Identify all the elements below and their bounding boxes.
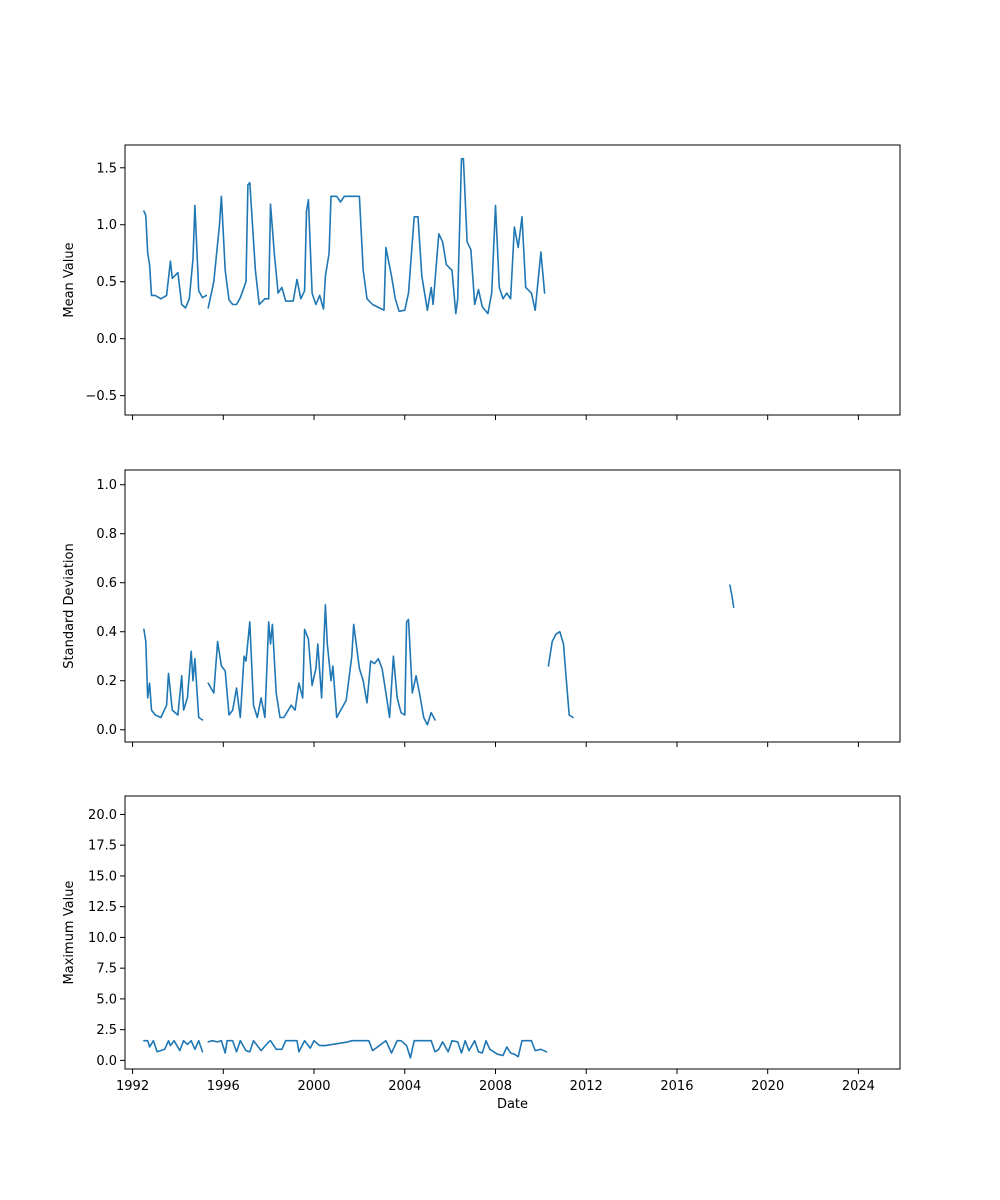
y-tick-label: 10.0 [88, 931, 117, 946]
x-tick-label: 2024 [842, 1079, 875, 1094]
axes-frame [124, 144, 901, 416]
x-tick-label: 2008 [479, 1079, 512, 1094]
y-tick-label: 15.0 [88, 869, 117, 884]
series-line-1-2 [729, 584, 735, 608]
panel-mean-value: −0.5 0.0 0.5 1.0 1.5 Mean Value [62, 144, 901, 420]
panel-maximum-value: 0.0 2.5 5.0 7.5 10.0 12.5 15.0 17.5 20.0 1992 1996… [62, 795, 901, 1112]
x-tick-label: 2016 [660, 1079, 693, 1094]
y-tick-label: 12.5 [88, 900, 117, 915]
x-tick-label: 2000 [297, 1079, 330, 1094]
x-tick-label: 2020 [751, 1079, 784, 1094]
x-tick-label: 2012 [570, 1079, 603, 1094]
y-tick-label: 0.2 [96, 674, 117, 689]
axes-frame [124, 795, 901, 1070]
y-tick-label: 17.5 [88, 839, 117, 854]
y-tick-label: 1.0 [96, 218, 117, 233]
y-axis-label: Maximum Value [62, 881, 77, 985]
panel-standard-deviation: 0.0 0.2 0.4 0.6 0.8 1.0 Standard Deviation [62, 469, 901, 747]
x-tick-label: 2004 [388, 1079, 421, 1094]
y-tick-label: −0.5 [85, 389, 117, 404]
x-tick-label: 1996 [207, 1079, 240, 1094]
y-tick-label: 0.5 [96, 275, 117, 290]
series-line-1-0 [143, 604, 436, 726]
y-tick-label: 1.0 [96, 478, 117, 493]
y-tick-label: 7.5 [96, 962, 117, 977]
y-tick-label: 0.8 [96, 527, 117, 542]
y-tick-label: 1.5 [96, 161, 117, 176]
y-tick-label: 0.0 [96, 723, 117, 738]
y-axis-label: Standard Deviation [62, 543, 77, 668]
y-tick-label: 2.5 [96, 1023, 117, 1038]
x-tick-label: 1992 [116, 1079, 149, 1094]
series-line-1-1 [547, 630, 574, 719]
axes-frame [124, 469, 901, 743]
series-line-0-0 [143, 157, 546, 315]
series-line-2-0 [143, 1039, 548, 1059]
y-tick-label: 5.0 [96, 992, 117, 1007]
y-tick-label: 0.4 [96, 625, 117, 640]
y-tick-label: 0.0 [96, 332, 117, 347]
x-axis-label: Date [497, 1097, 528, 1112]
y-tick-label: 0.6 [96, 576, 117, 591]
y-tick-label: 0.0 [96, 1054, 117, 1069]
y-axis-label: Mean Value [62, 242, 77, 317]
y-tick-label: 20.0 [88, 808, 117, 823]
